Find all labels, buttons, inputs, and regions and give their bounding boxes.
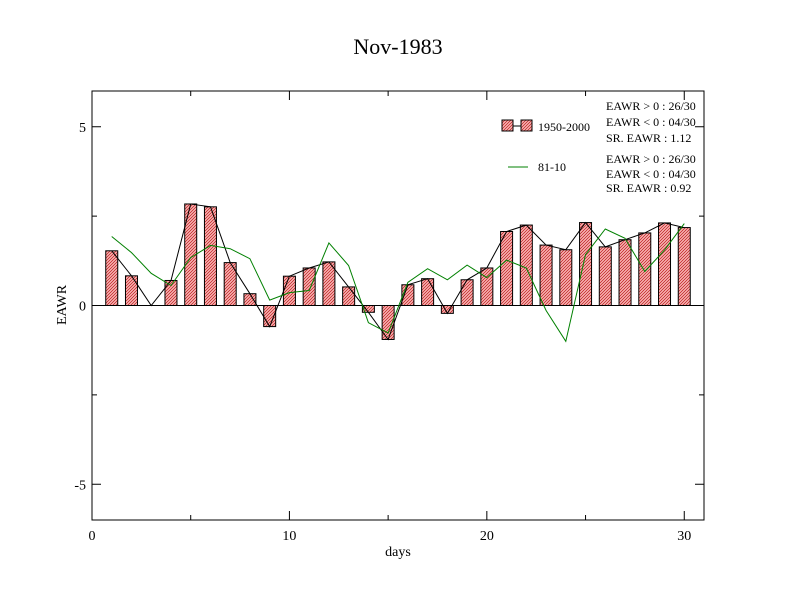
axes: 0 10 20 30 5 0 -5 [74, 91, 704, 544]
bar-day-4 [164, 279, 178, 307]
bar-day-24 [559, 249, 573, 306]
legend-bar-swatch-left [501, 119, 514, 132]
y-tick-label-5: 5 [79, 121, 86, 136]
bar-group [92, 203, 704, 340]
bar-day-11 [302, 267, 316, 306]
legend-stat-1950-neg: EAWR < 0 : 04/30 [606, 115, 696, 129]
bar-day-6 [203, 206, 217, 306]
series-line-81-10 [111, 223, 685, 343]
x-tick-label-0: 0 [89, 529, 96, 544]
bar-day-29 [658, 222, 672, 306]
bar-day-23 [539, 244, 553, 307]
legend-stat-8110-neg: EAWR < 0 : 04/30 [606, 167, 696, 181]
legend-stat-8110-pos: EAWR > 0 : 26/30 [606, 152, 696, 166]
bar-day-26 [598, 246, 612, 306]
x-tick-label-20: 20 [480, 529, 494, 544]
bar-day-25 [579, 222, 593, 306]
bar-day-1 [105, 250, 119, 307]
legend-label-81-10: 81-10 [538, 160, 566, 174]
bar-day-19 [460, 279, 474, 307]
legend: 1950-2000 81-10 EAWR > 0 : 26/30 EAWR < … [501, 99, 696, 195]
x-tick-label-10: 10 [282, 529, 296, 544]
bar-day-27 [618, 239, 632, 306]
chart-title: Nov-1983 [353, 34, 442, 59]
bar-day-30 [677, 227, 691, 306]
bar-day-12 [322, 261, 336, 307]
bar-day-22 [519, 224, 533, 306]
y-tick-label--5: -5 [74, 478, 86, 493]
y-axis-label: EAWR [55, 284, 70, 325]
bar-day-28 [638, 232, 652, 307]
x-tick-label-30: 30 [677, 529, 691, 544]
bar-day-17 [421, 278, 435, 306]
legend-label-1950-2000: 1950-2000 [538, 120, 590, 134]
y-tick-label-0: 0 [79, 300, 86, 315]
bar-day-13 [342, 286, 356, 307]
legend-stat-1950-sr: SR. EAWR : 1.12 [606, 131, 691, 145]
legend-stat-1950-pos: EAWR > 0 : 26/30 [606, 99, 696, 113]
x-axis-label: days [385, 545, 411, 560]
legend-bar-swatch-right [520, 119, 533, 132]
line-group [111, 203, 685, 343]
legend-stat-8110-sr: SR. EAWR : 0.92 [606, 181, 691, 195]
bar-day-8 [243, 293, 257, 307]
bar-day-10 [282, 275, 296, 306]
bar-day-21 [500, 230, 514, 306]
series-line-1950-2000 [111, 203, 685, 341]
bar-day-2 [124, 275, 138, 307]
